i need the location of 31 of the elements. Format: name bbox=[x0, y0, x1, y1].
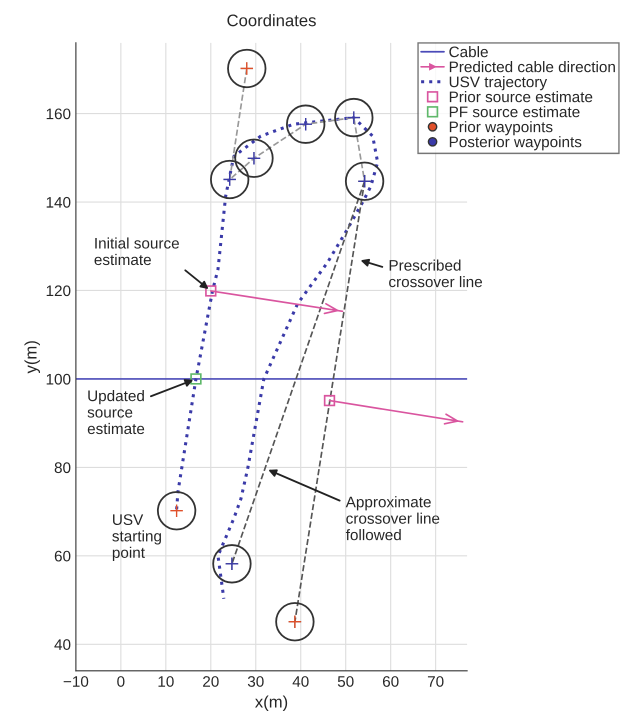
y-axis-title: y(m) bbox=[24, 341, 40, 374]
legend-label: Posterior waypoints bbox=[450, 136, 582, 150]
legend-label: Cable bbox=[449, 46, 488, 58]
x-tick-label: 20 bbox=[203, 676, 219, 687]
x-tick-label: −10 bbox=[64, 676, 88, 687]
annotation: Initial source estimate bbox=[94, 237, 179, 266]
x-tick-label: 70 bbox=[428, 676, 444, 687]
x-tick-label: 10 bbox=[158, 676, 174, 687]
legend-label: USV trajectory bbox=[450, 76, 548, 90]
y-tick-label: 120 bbox=[46, 285, 70, 296]
x-axis-title: x(m) bbox=[255, 695, 288, 712]
x-tick-label: 0 bbox=[117, 676, 125, 687]
y-tick-label: 140 bbox=[46, 196, 70, 208]
y-tick-label: 80 bbox=[54, 462, 70, 474]
legend-label: Predicted cable direction bbox=[450, 61, 615, 72]
annotation: Approximate crossover line followed bbox=[346, 496, 440, 540]
chart-title: Coordinates bbox=[227, 14, 316, 26]
x-tick-label: 50 bbox=[338, 676, 354, 687]
annotation: USV starting point bbox=[112, 514, 161, 561]
y-tick-label: 100 bbox=[46, 374, 70, 385]
y-tick-label: 160 bbox=[46, 108, 70, 120]
y-tick-label: 40 bbox=[54, 639, 70, 650]
legend-label: Prior waypoints bbox=[450, 121, 552, 136]
x-tick-label: 60 bbox=[382, 676, 399, 687]
legend-label: PF source estimate bbox=[450, 106, 580, 118]
x-tick-label: 30 bbox=[248, 676, 264, 687]
y-tick-label: 60 bbox=[54, 550, 70, 562]
legend-label: Prior source estimate bbox=[450, 91, 592, 102]
x-tick-label: 40 bbox=[292, 676, 309, 687]
annotation: Prescribed crossover line bbox=[389, 260, 482, 288]
annotation: Updated source estimate bbox=[88, 390, 144, 434]
